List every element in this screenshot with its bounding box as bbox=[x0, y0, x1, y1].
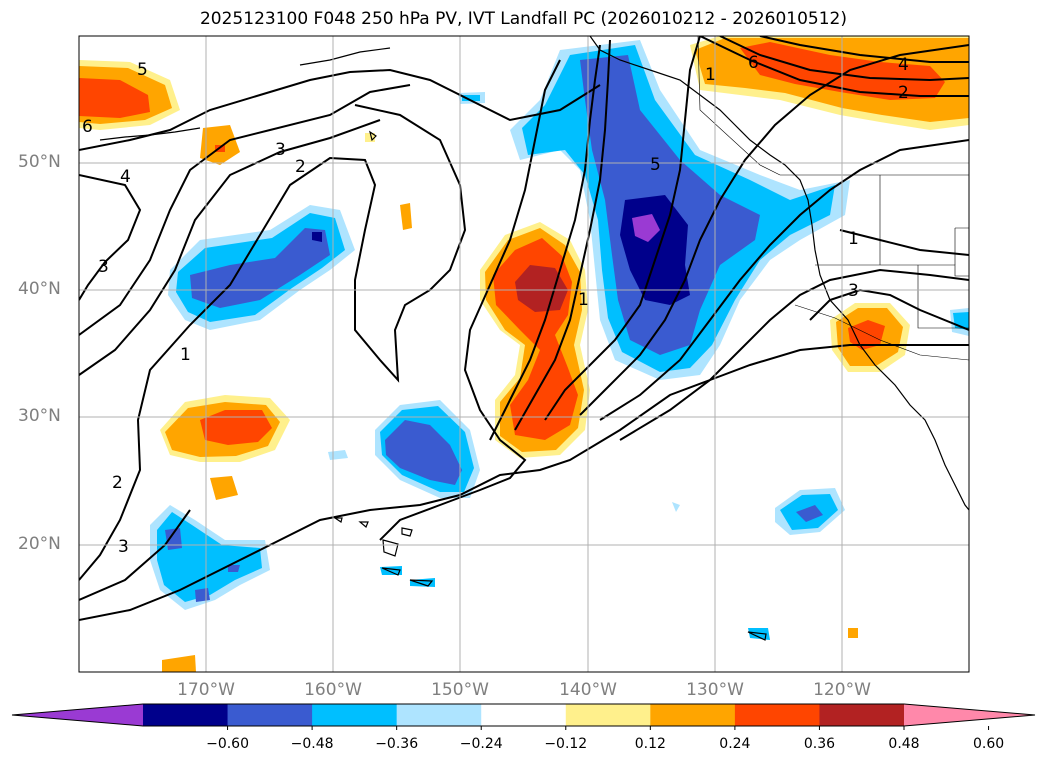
contour-label: 4 bbox=[898, 55, 909, 75]
borders bbox=[697, 36, 969, 361]
map-title: 2025123100 F048 250 hPa PV, IVT Landfall… bbox=[199, 9, 847, 29]
contour-label: 2 bbox=[112, 473, 123, 493]
colorbar-tick-label: −0.12 bbox=[544, 736, 588, 752]
lon-label-130w: 130°W bbox=[686, 680, 744, 700]
map-frame bbox=[78, 35, 970, 673]
negative-anomaly-min bbox=[632, 214, 660, 242]
contour-label: 5 bbox=[137, 60, 148, 80]
colorbar-tick-label: 0.60 bbox=[972, 736, 1005, 752]
contour-labels: 5 6 3 2 4 3 1 2 3 5 1 1 6 4 2 1 3 bbox=[82, 53, 909, 557]
contour-label: 1 bbox=[180, 345, 191, 365]
contour-label: 4 bbox=[120, 167, 131, 187]
colorbar-tick-label: 0.36 bbox=[803, 736, 836, 752]
contour-label: 2 bbox=[898, 83, 909, 103]
lon-label-150w: 150°W bbox=[431, 680, 489, 700]
contour-label: 6 bbox=[748, 53, 759, 73]
lat-label-30n: 30°N bbox=[18, 406, 61, 426]
lat-label-50n: 50°N bbox=[18, 152, 61, 172]
colorbar-tick-label: −0.36 bbox=[375, 736, 419, 752]
colorbar-tick-label: −0.48 bbox=[290, 736, 334, 752]
contour-label: 6 bbox=[82, 117, 93, 137]
colorbar-tick-label: 0.24 bbox=[719, 736, 751, 752]
lon-label-120w: 120°W bbox=[813, 680, 871, 700]
lat-label-20n: 20°N bbox=[18, 534, 61, 554]
colorbar-tick-label: 0.12 bbox=[634, 736, 666, 752]
lon-label-160w: 160°W bbox=[304, 680, 362, 700]
contour-label: 3 bbox=[98, 257, 109, 277]
contour-label: 2 bbox=[295, 157, 306, 177]
shaded-field bbox=[79, 36, 969, 672]
contour-label: 5 bbox=[650, 155, 661, 175]
colorbar-tick-label: −0.24 bbox=[459, 736, 503, 752]
lon-label-170w: 170°W bbox=[177, 680, 235, 700]
lon-label-140w: 140°W bbox=[559, 680, 617, 700]
contour-label: 3 bbox=[118, 537, 129, 557]
contour-label: 3 bbox=[848, 281, 859, 301]
colorbar-tick-label: −0.60 bbox=[206, 736, 249, 752]
colorbar-tick-label: 0.48 bbox=[888, 736, 920, 752]
gridlines bbox=[79, 36, 969, 672]
contour-label: 1 bbox=[705, 65, 716, 85]
contour-label: 3 bbox=[275, 140, 286, 160]
contour-label: 1 bbox=[578, 290, 589, 310]
contour-label: 1 bbox=[848, 229, 859, 249]
pv-contours bbox=[79, 36, 969, 621]
lat-label-40n: 40°N bbox=[18, 279, 61, 299]
